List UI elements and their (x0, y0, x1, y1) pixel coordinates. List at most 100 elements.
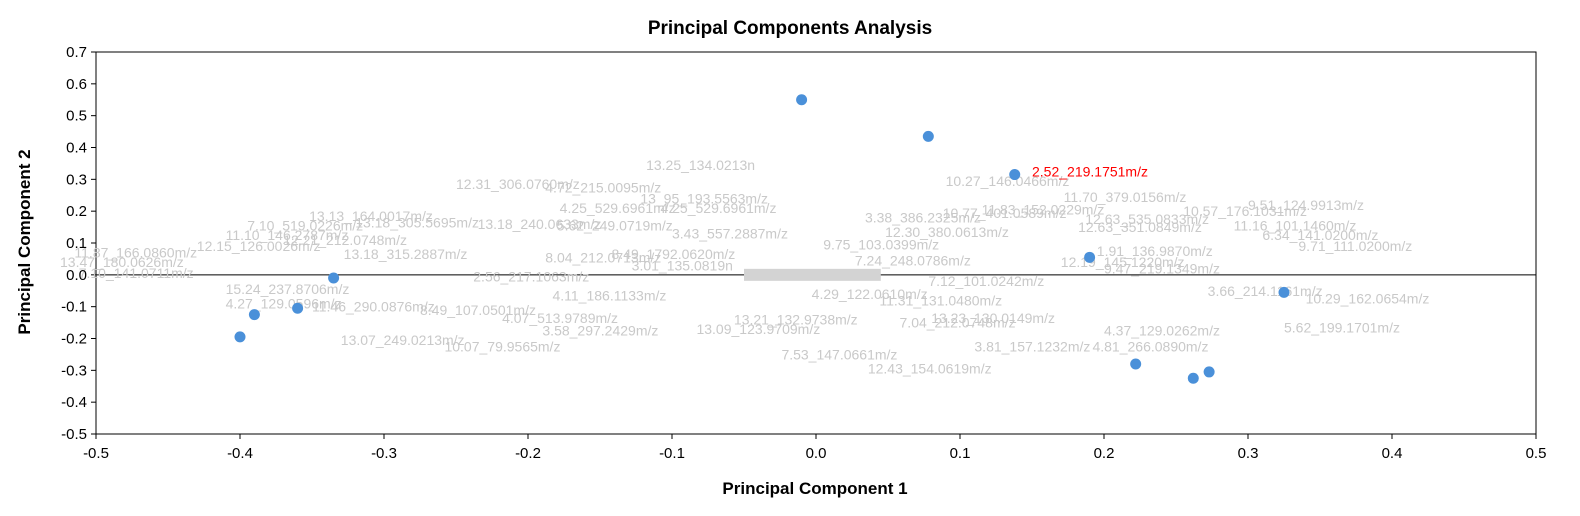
loading-label: 8.49_107.0501m/z (420, 302, 536, 318)
loading-label: 13.18_315.2887m/z (344, 246, 468, 262)
highlighted-loading-label: 2.52_219.1751m/z (1032, 163, 1148, 179)
tick-labels-layer: -0.5 -0.4 -0.3 -0.2 -0.1 0.0 0.1 0.2 0.3 0.4 0.5 0.… (61, 44, 1546, 462)
loading-label: 12.63_535.0833m/z (1085, 211, 1209, 227)
loading-label: 4.29_122.0610m/z (812, 286, 928, 302)
y-axis-label: Principal Component 2 (15, 149, 34, 334)
score-point (1130, 358, 1142, 370)
loading-label: 12.31_306.0760m/z (456, 176, 580, 192)
loading-label: 3.38_386.2325m/z (865, 210, 981, 226)
loading-label: 11.31_131.0480m/z (879, 292, 1002, 308)
loading-label: 7.10_519.0226m/z (247, 217, 363, 233)
y-tick-label: -0.2 (61, 331, 87, 348)
loading-labels-layer: 13.25_134.0213n 12.31_306.0760m/z4.72_215… (60, 157, 1429, 377)
loading-label: 7.12_101.0242m/z (928, 273, 1044, 289)
x-tick-label: -0.3 (371, 445, 397, 462)
loading-label: 3.01_135.0819n (632, 257, 733, 273)
loading-label: 7.04_212.0748m/z (900, 315, 1016, 331)
y-tick-label: -0.1 (61, 299, 87, 316)
loading-label: 13.18_240.0633m/z (478, 216, 602, 232)
loading-label: 10.77_401.0589m/z (943, 205, 1067, 221)
loading-label: 12.30_380.0613m/z (885, 224, 1009, 240)
loading-label: 3.43_557.2887m/z (672, 225, 788, 241)
loading-label-cluster (744, 268, 881, 281)
x-tick-label: 0.5 (1526, 445, 1547, 462)
x-tick-label: 0.0 (806, 445, 827, 462)
loading-label: 13.23_130.0149m/z (931, 310, 1055, 326)
loading-label: 8.49_1792.0620m/z (612, 246, 736, 262)
loading-label: 4.72_215.0095m/z (545, 179, 661, 195)
loading-label: 6.34_141.0200m/z (1262, 227, 1378, 243)
loading-label: 10.57_176.1031m/z (1183, 203, 1307, 219)
score-point (1203, 366, 1215, 378)
x-tick-label: 0.2 (1094, 445, 1115, 462)
x-tick-label: -0.5 (83, 445, 109, 462)
loading-label: 13.18_305.5695m/z (355, 214, 479, 230)
loading-label: 10.27_146.0466m/z (946, 173, 1070, 189)
loading-label: 13_95_193.5563m/z (640, 190, 768, 206)
loading-label: 11.10_146.2787m/z (226, 227, 349, 243)
loading-label: 4.27_129.0596m/z (226, 295, 342, 311)
score-point (292, 302, 304, 314)
score-point (1187, 372, 1199, 384)
loading-label: 7.24_248.0786m/z (855, 253, 971, 269)
x-tick-label: 0.3 (1238, 445, 1259, 462)
y-tick-label: 0.6 (66, 76, 87, 93)
loading-label: 13.25_134.0213n (646, 157, 755, 173)
y-tick-label: 0.0 (66, 267, 87, 284)
loading-label: 4.11_186.1133m/z (552, 288, 666, 304)
y-tick-label: -0.4 (61, 394, 87, 411)
loading-label: 8.04_212.0713m/z (545, 249, 661, 265)
score-point (328, 272, 340, 284)
loading-label: 7.53_147.0661m/z (781, 346, 897, 362)
loading-label: 12.21_212.0748m/z (283, 232, 407, 248)
loading-label: 13.09_123.9709m/z (696, 321, 820, 337)
loading-label: 9.51_124.9913m/z (1248, 197, 1364, 213)
loading-label: 4.07_513.9789m/z (502, 310, 618, 326)
loading-label: 13.07_249.0213m/z (341, 332, 465, 348)
score-point (234, 331, 246, 343)
loading-label: 12.43_154.0619m/z (868, 361, 992, 377)
loading-label: 11.83_152.0229m/z (982, 202, 1105, 218)
loading-label: 12.15_126.0026m/z (197, 238, 321, 254)
x-tick-label: -0.4 (227, 445, 253, 462)
chart-title: Principal Components Analysis (648, 18, 932, 39)
score-point (1009, 169, 1021, 181)
loading-label: 9.71_111.0200m/z (1298, 238, 1412, 254)
loading-label: 13.47_180.0626m/z (60, 254, 184, 270)
loading-label: 10.07_79.9565m/z (444, 338, 560, 354)
loading-label: 11.46_290.0876m/z (312, 299, 435, 315)
loading-label: 11.16_101.1460m/z (1234, 217, 1357, 233)
score-points-layer: 2.52_219.1751m/z (234, 94, 1290, 384)
loading-label: 11.70_379.0156m/z (1064, 189, 1187, 205)
loading-label: 13.13_164.0017m/z (309, 208, 433, 224)
score-point (1278, 286, 1290, 298)
y-tick-label: 0.3 (66, 171, 87, 188)
loading-label: 1.91_136.9870m/z (1097, 243, 1213, 259)
loading-label: 5.62_249.0719m/z (557, 217, 673, 233)
y-tick-label: 0.5 (66, 108, 87, 125)
loading-label: 7.10_141.0711m/z (79, 265, 194, 281)
loading-label: 9.75_103.0399m/z (823, 237, 939, 253)
loading-label: 9.47_219.1349m/z (1104, 260, 1220, 276)
loading-label: 4.25_529.6961m/z (660, 200, 776, 216)
x-tick-label: 0.1 (950, 445, 971, 462)
y-tick-label: -0.5 (61, 426, 87, 443)
x-tick-label: -0.2 (515, 445, 541, 462)
y-tick-label: 0.4 (66, 140, 87, 157)
loading-label: 11.87_166.0860m/z (74, 245, 197, 261)
loading-label: 10.29_162.0654m/z (1306, 291, 1430, 307)
y-tick-label: 0.1 (66, 235, 87, 252)
x-tick-label: 0.4 (1382, 445, 1403, 462)
loading-label: 4.25_529.6961m/z (560, 200, 676, 216)
x-tick-label: -0.1 (659, 445, 685, 462)
y-tick-label: 0.2 (66, 203, 87, 220)
x-axis-label: Principal Component 1 (722, 479, 907, 498)
loading-label: 4.37_129.0262m/z (1104, 323, 1220, 339)
loading-label: 4.81_266.0890m/z (1092, 338, 1208, 354)
loading-label: 3.81_157.1232m/z (974, 338, 1090, 354)
loading-label: 2.56_217.1063m/z (473, 268, 589, 284)
loading-label: 12.63_351.0849m/z (1078, 219, 1202, 235)
score-point (1084, 251, 1096, 263)
score-point (922, 130, 934, 142)
